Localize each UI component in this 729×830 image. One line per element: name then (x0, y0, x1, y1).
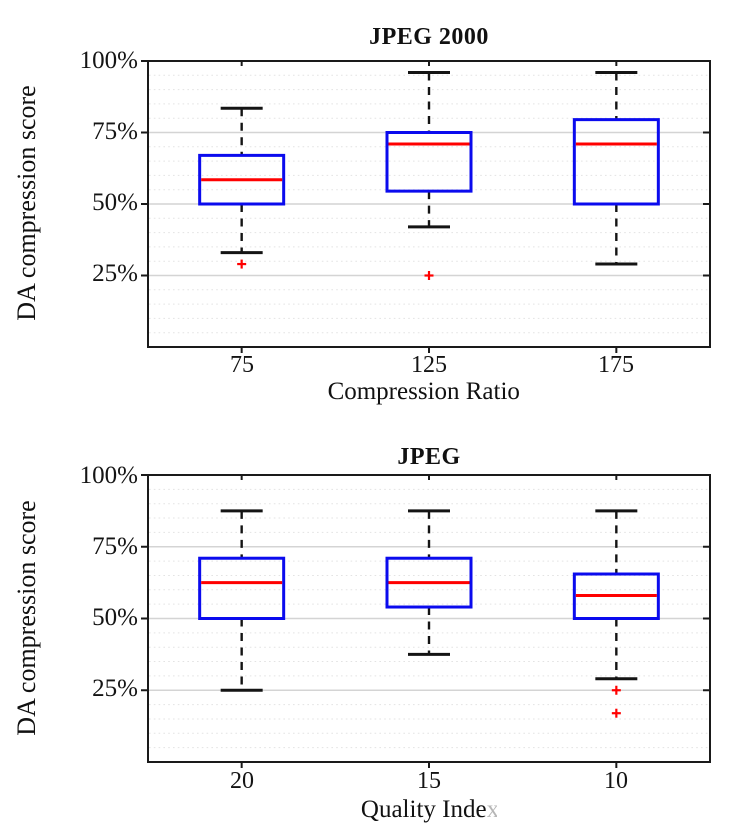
x-tick-label-125: 125 (411, 352, 447, 378)
x-axis-label-faded-suffix: x (486, 796, 498, 823)
y-tick-label-50: 50% (92, 604, 138, 631)
y-tick-label-100: 100% (79, 462, 138, 489)
iqr-box (198, 153, 286, 206)
x-axis-label-text: Compression Ratio (327, 378, 520, 405)
x-tick-label-10: 10 (604, 768, 628, 794)
x-tick-label-15: 15 (417, 768, 441, 794)
y-tick-label-25: 25% (92, 675, 138, 702)
x-tick-label-175: 175 (598, 352, 634, 378)
y-tick-label-25: 25% (92, 260, 138, 287)
y-tick-label-75: 75% (92, 118, 138, 145)
x-axis-label-text: Quality Inde (360, 796, 487, 823)
plot-area-jpeg (141, 474, 711, 768)
iqr-box (385, 556, 473, 609)
chart-jpeg2000: JPEG 2000 DA compression score 100% 75% … (12, 24, 711, 406)
y-tick-label-100: 100% (79, 47, 138, 74)
x-tick-label-20: 20 (230, 768, 254, 794)
x-axis-label: Quality Index (148, 796, 710, 824)
x-axis-label: Compression Ratio (148, 378, 710, 406)
chart-jpeg: JPEG DA compression score 100% 75% 50% 2… (0, 415, 729, 830)
iqr-box (198, 556, 286, 620)
y-tick-label-50: 50% (92, 189, 138, 216)
iqr-box (572, 118, 660, 206)
iqr-box (385, 131, 473, 193)
iqr-box (572, 572, 660, 620)
y-tick-label-75: 75% (92, 533, 138, 560)
chart-title: JPEG (397, 444, 461, 470)
plot-area-jpeg2000 (141, 60, 711, 353)
chart-title: JPEG 2000 (369, 24, 489, 50)
x-tick-label-75: 75 (230, 352, 254, 378)
